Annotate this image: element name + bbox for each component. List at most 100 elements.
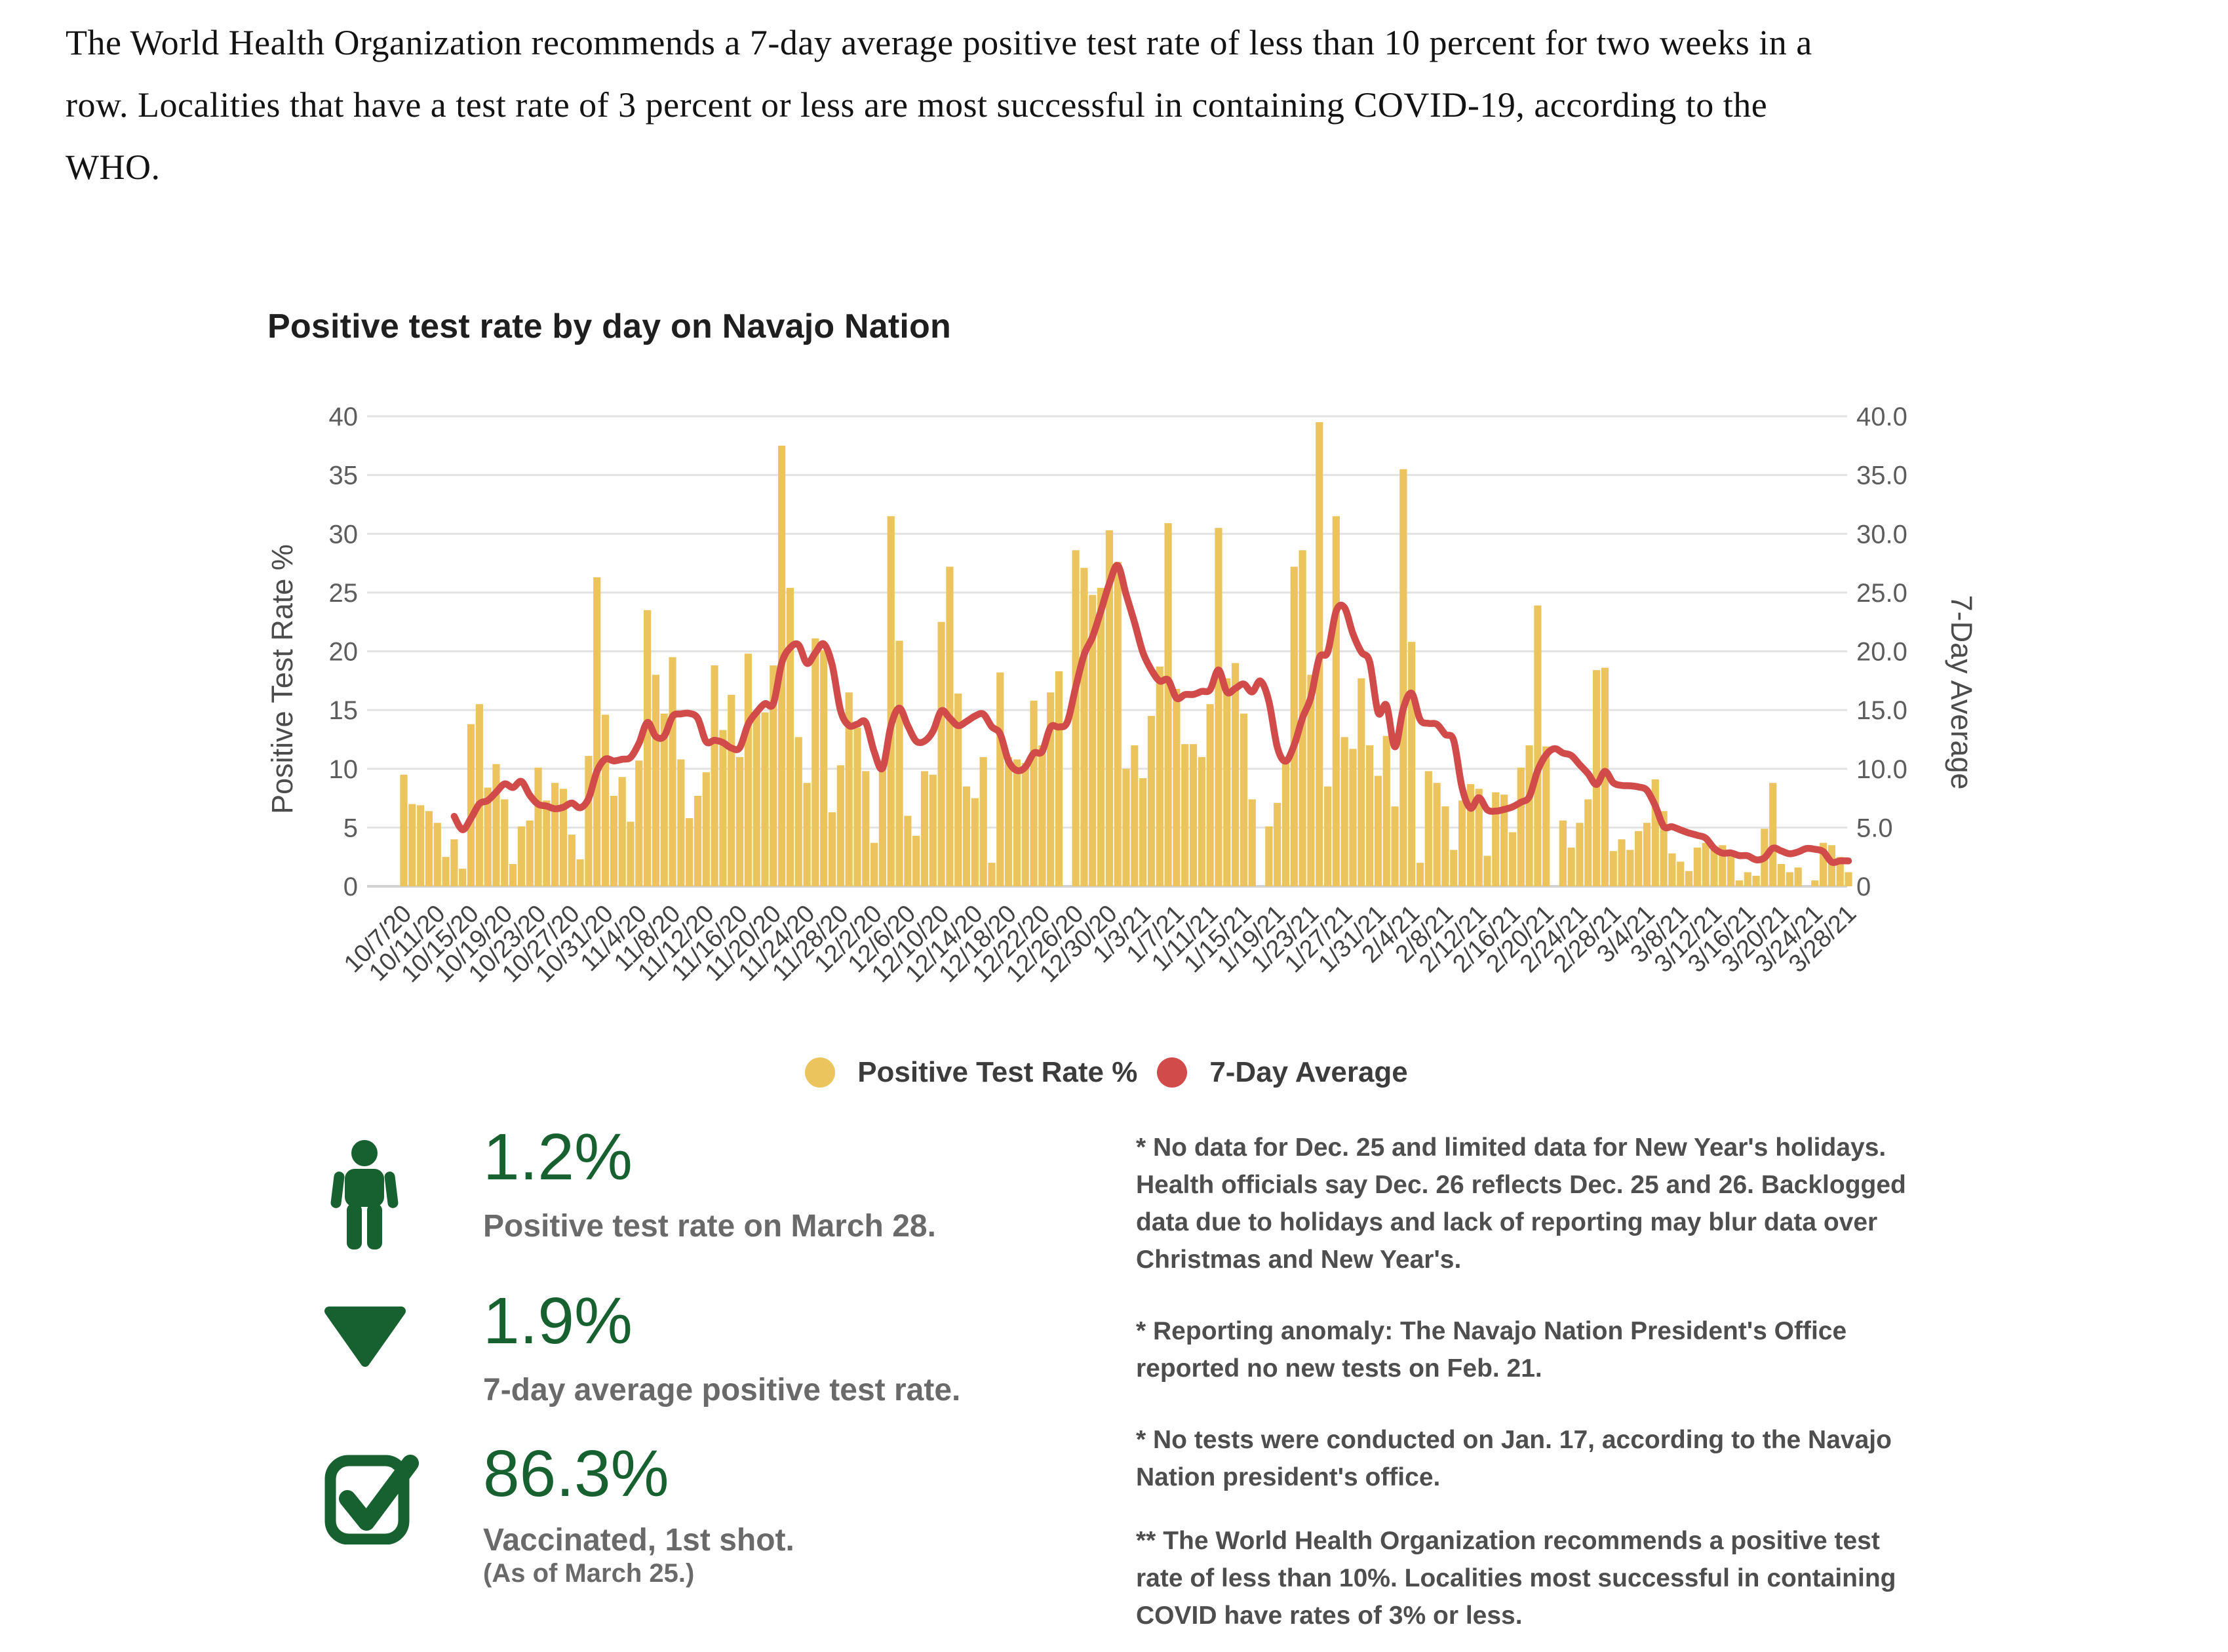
right-axis-tick: 20.0 [1856,638,1907,667]
bar [1139,778,1147,886]
bar [1719,845,1727,886]
bar [1215,528,1222,886]
bar [1416,863,1424,886]
bar [929,774,937,886]
bar [1374,776,1382,886]
bar [1097,587,1105,886]
left-axis-tick: 25 [329,579,359,608]
bar [543,800,551,886]
chart-title: Positive test rate by day on Navajo Nati… [267,307,951,345]
bar [820,650,828,886]
bar [1013,759,1021,886]
bar [1307,675,1315,886]
bar [1265,826,1273,886]
bar [979,757,987,886]
left-axis-tick: 30 [329,520,359,549]
bar [1534,605,1542,886]
bar [501,799,509,886]
stat-label-vaccinated: Vaccinated, 1st shot. [483,1523,794,1558]
bar [1458,800,1466,886]
bar [988,863,996,886]
right-axis-tick: 35.0 [1856,462,1907,490]
chart-canvas: 0 0 5 5.0 10 10.0 15 15.0 20 20.0 25 25.0 30 30.0 35 35… [262,387,1980,1062]
bar [870,842,878,886]
left-axis-tick: 5 [343,814,358,842]
bar [425,811,433,886]
legend-item-positive-test-rate: Positive Test Rate % [805,1056,1137,1089]
bar [433,823,441,886]
bar [1811,880,1819,886]
bar [1492,792,1500,886]
bar [1089,595,1097,886]
person-icon [330,1140,399,1249]
bar [669,657,676,886]
bar [996,672,1004,886]
footnote-feb-21: * Reporting anomaly: The Navajo Nation P… [1136,1317,1847,1383]
bar [576,859,584,886]
legend-label-positive-test-rate: Positive Test Rate % [857,1056,1138,1088]
bar [1794,867,1802,886]
intro-line: row. Localities that have a test rate of… [66,85,1768,125]
bar [1576,823,1584,886]
bar [1131,745,1139,886]
bar [467,724,475,886]
seven-day-average-line [450,562,1852,866]
bar [459,869,467,886]
left-axis-title: Positive Test Rate % [265,544,299,814]
bar [1635,831,1643,886]
left-axis-tick: 20 [329,638,359,667]
legend-item-7-day-average: 7-Day Average [1157,1056,1408,1089]
stat-label-7-day-average: 7-day average positive test rate. [483,1373,961,1407]
bar [1105,530,1113,886]
bar [1122,768,1130,886]
bar [786,587,794,886]
bar [1156,666,1163,886]
bar [408,804,416,886]
bar [1651,779,1659,886]
triangle-down-icon [324,1307,406,1367]
bar [400,774,408,886]
bar [1181,744,1189,886]
bar [1366,745,1374,886]
left-axis-tick: 0 [343,873,358,901]
bar [1323,786,1332,886]
bar [853,728,861,886]
bar [1189,744,1198,886]
bar [1643,823,1651,886]
bar [912,835,920,886]
bar [1248,799,1256,886]
stat-value-vaccinated: 86.3% [483,1437,669,1510]
bar [1845,872,1852,886]
bar [1777,863,1786,886]
bar [1517,767,1525,886]
bar [1231,663,1240,886]
bar [601,715,610,886]
bar [660,713,668,886]
bar [551,783,559,886]
right-axis-tick: 25.0 [1856,579,1907,608]
bar [1466,784,1474,886]
bar [1702,842,1710,886]
bar [920,771,929,886]
bar [1274,802,1281,886]
bar [971,798,979,886]
positive-test-rate-bars [400,422,1852,886]
bar [904,816,912,886]
bar [1349,749,1357,886]
right-axis-title: 7-Day Average [1945,595,1978,790]
footnote-dec-25: * No data for Dec. 25 and limited data f… [1136,1133,1906,1274]
bar [526,820,534,886]
bar [1685,871,1693,886]
bar [1601,667,1609,886]
positive-test-rate-chart: 0 0 5 5.0 10 10.0 15 15.0 20 20.0 25 25.0 30 30.0 35 35… [265,403,1978,988]
legend-swatch-7-day-average-icon [1157,1057,1188,1088]
bar [895,640,903,886]
bar [1744,872,1751,886]
bar [1382,736,1390,886]
bar [677,759,685,886]
bar [694,795,702,886]
bar [1500,795,1508,886]
y-axis-labels: 0 0 5 5.0 10 10.0 15 15.0 20 20.0 25 25.0 30 30.0 35 35… [329,403,1907,901]
bar [1819,842,1827,886]
right-axis-tick: 30.0 [1856,520,1907,549]
